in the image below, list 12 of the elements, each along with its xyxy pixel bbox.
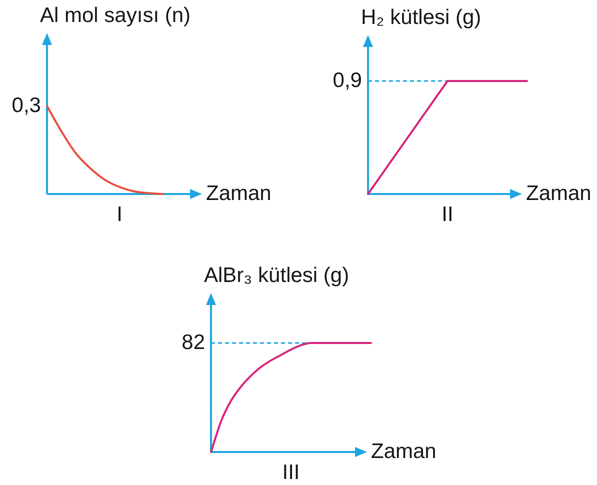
text: 82 [182, 330, 205, 354]
text: II [442, 202, 454, 226]
x-axis-title: Zaman [526, 182, 592, 205]
y-axis-title: Al mol sayısı (n) [40, 4, 191, 27]
x-axis-title: Zaman [206, 182, 272, 205]
text: 0,3 [12, 94, 41, 117]
text: I [116, 202, 122, 226]
x-axis-title: Zaman [371, 440, 436, 463]
text: 0,9 [332, 68, 362, 92]
y-axis-title: H₂ kütlesi (g) [361, 6, 482, 29]
y-axis-title: AlBr₃ kütlesi (g) [204, 264, 350, 287]
text: III [282, 460, 300, 484]
